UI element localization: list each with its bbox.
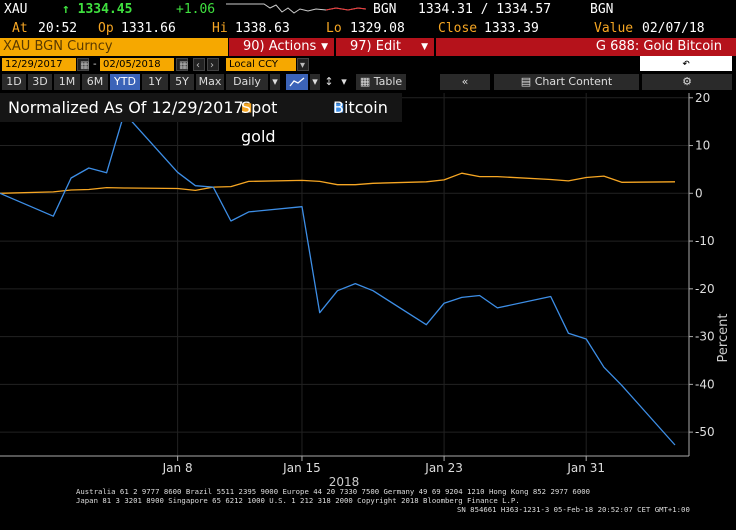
period-max-button[interactable]: Max: [196, 74, 224, 90]
period-6m-button[interactable]: 6M: [82, 74, 108, 90]
chart-name: G 688: Gold Bitcoin: [436, 38, 736, 56]
edit-menu[interactable]: 97) Edit ▼: [336, 38, 434, 56]
chevron-down-icon: ▼: [321, 42, 328, 52]
open-value: 1331.66: [121, 21, 176, 36]
y-tick-label: 0: [695, 186, 703, 200]
security-name: XAU BGN Curncy: [0, 38, 228, 56]
value-label: Value: [594, 21, 634, 36]
prev-period-icon[interactable]: ‹: [193, 58, 205, 71]
open-label: Op: [98, 21, 114, 36]
y-tick-label: 10: [695, 139, 710, 153]
back-arrow-icon[interactable]: ↶: [640, 56, 732, 71]
quote-stats: At 20:52 Op 1331.66 Hi 1338.63 Lo 1329.0…: [0, 20, 736, 38]
ticker: XAU: [4, 2, 28, 17]
high-label: Hi: [212, 21, 228, 36]
close-label: Close: [438, 21, 478, 36]
collapse-icon[interactable]: «: [440, 74, 490, 90]
date-separator: -: [93, 59, 97, 70]
chevron-down-icon[interactable]: ▾: [297, 58, 309, 71]
table-button[interactable]: ▦ Table: [356, 74, 406, 90]
line-chart-icon[interactable]: [286, 74, 308, 90]
at-label: At: [12, 21, 28, 36]
edit-label: 97) Edit: [350, 39, 401, 54]
period-1m-button[interactable]: 1M: [54, 74, 80, 90]
chart-content-icon: ▤: [520, 75, 532, 88]
end-date-field[interactable]: 02/05/2018: [100, 58, 174, 71]
value-date: 02/07/18: [642, 21, 705, 36]
currency-select[interactable]: Local CCY: [226, 58, 296, 71]
frequency-select[interactable]: Daily: [226, 74, 268, 90]
last-price: ↑ 1334.45: [62, 2, 133, 17]
chart-legend: Normalized As Of 12/29/2017 ■ Spot gold …: [0, 93, 402, 146]
table-icon: ▦: [359, 75, 371, 88]
bid-ask: 1334.31 / 1334.57: [418, 2, 552, 17]
series-line-bitcoin: [0, 112, 676, 446]
quote-header: XAU ↑ 1334.45 +1.06 BGN 1334.31 / 1334.5…: [0, 0, 736, 20]
footer-contacts-2: Japan 81 3 3201 8900 Singapore 65 6212 1…: [76, 496, 520, 505]
gridlines: [0, 93, 689, 456]
calendar-icon[interactable]: ▦: [176, 58, 188, 71]
start-date-field[interactable]: 12/29/2017: [2, 58, 76, 71]
chevron-down-icon[interactable]: ▾: [338, 74, 350, 90]
legend-title: Normalized As Of 12/29/2017: [8, 98, 244, 117]
actions-menu[interactable]: 90) Actions ▼: [229, 38, 334, 56]
y-tick-label: -40: [695, 377, 715, 391]
actions-label: 90) Actions: [243, 39, 317, 54]
period-1y-button[interactable]: 1Y: [142, 74, 168, 90]
chevron-down-icon: ▼: [421, 42, 428, 52]
title-bar: XAU BGN Curncy 90) Actions ▼ 97) Edit ▼ …: [0, 38, 736, 56]
series-group: [0, 112, 676, 446]
next-period-icon[interactable]: ›: [207, 58, 219, 71]
gear-icon[interactable]: ⚙: [642, 74, 732, 90]
low-value: 1329.08: [350, 21, 405, 36]
high-value: 1338.63: [235, 21, 290, 36]
x-axis-label: 2018: [329, 475, 360, 486]
legend-label: Spot gold: [241, 98, 278, 146]
table-label: Table: [373, 75, 403, 88]
y-tick-label: -10: [695, 234, 715, 248]
footer-contacts-1: Australia 61 2 9777 8600 Brazil 5511 239…: [76, 487, 590, 496]
y-axis-label: Percent: [716, 314, 731, 363]
y-axis-ticks: 20 10 0 -10 -20 -30 -40 -50: [689, 93, 715, 439]
at-value: 20:52: [38, 21, 78, 36]
legend-label: Bitcoin: [333, 98, 388, 117]
legend-swatch: ■: [241, 100, 253, 114]
source-label: BGN: [373, 2, 397, 17]
y-tick-label: -20: [695, 282, 715, 296]
footer-serial: SN 854661 H363-1231-3 05-Feb-18 20:52:07…: [457, 505, 690, 514]
period-5y-button[interactable]: 5Y: [170, 74, 194, 90]
x-tick-label: Jan 8: [162, 461, 193, 475]
legend-swatch: ■: [333, 100, 345, 114]
x-axis-ticks: Jan 8 Jan 15 Jan 23 Jan 31: [162, 456, 605, 475]
y-tick-label: 20: [695, 93, 710, 105]
period-3d-button[interactable]: 3D: [28, 74, 52, 90]
chevron-down-icon[interactable]: ▾: [310, 74, 320, 90]
chart-content-button[interactable]: ▤ Chart Content: [494, 74, 639, 90]
period-ytd-button[interactable]: YTD: [110, 74, 140, 90]
series-line-spot-gold: [0, 172, 676, 194]
x-tick-label: Jan 23: [424, 461, 463, 475]
toolbar: 1D 3D 1M 6M YTD 1Y 5Y Max Daily ▾ ▾ ↕ ▾ …: [0, 73, 736, 91]
sparkline-icon: [226, 3, 366, 14]
price-change: +1.06: [176, 2, 216, 17]
calendar-icon[interactable]: ▦: [77, 58, 89, 71]
chevron-down-icon[interactable]: ▾: [270, 74, 280, 90]
x-tick-label: Jan 15: [282, 461, 321, 475]
source-label-2: BGN: [590, 2, 614, 17]
x-tick-label: Jan 31: [566, 461, 605, 475]
y-tick-label: -50: [695, 425, 715, 439]
period-1d-button[interactable]: 1D: [2, 74, 26, 90]
date-bar: 12/29/2017 ▦ - 02/05/2018 ▦ ‹ › Local CC…: [0, 57, 736, 72]
y-tick-label: -30: [695, 330, 715, 344]
low-label: Lo: [326, 21, 342, 36]
footer: Australia 61 2 9777 8600 Brazil 5511 239…: [0, 486, 736, 530]
close-value: 1333.39: [484, 21, 539, 36]
indicator-icon[interactable]: ↕: [324, 74, 334, 90]
chart-content-label: Chart Content: [534, 75, 613, 88]
